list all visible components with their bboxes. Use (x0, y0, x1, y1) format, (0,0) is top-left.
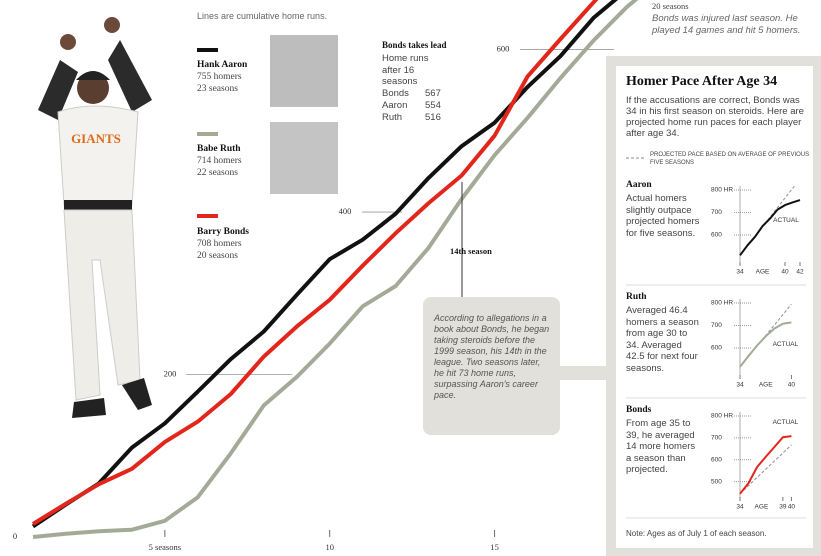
small-title: Ruth (626, 292, 647, 302)
x-tick-label: 34 (736, 504, 744, 511)
belt (64, 200, 132, 210)
arm (108, 40, 152, 112)
line-series (739, 435, 792, 495)
legend-name: Barry Bonds (197, 227, 249, 237)
y-tick-label: 600 (711, 457, 722, 464)
x-tick-label: 34 (736, 382, 744, 389)
injury-note: Bonds was injured last season. He played… (652, 13, 801, 36)
callout-box (423, 297, 560, 435)
hand (60, 34, 76, 50)
line-series (31, 0, 599, 526)
legend-name: Hank Aaron (197, 60, 248, 70)
y-tick-label: 0 (13, 531, 17, 541)
legend-detail: 20 seasons (197, 251, 238, 261)
series-label: ACTUAL (773, 341, 799, 348)
y-tick-label: 700 (711, 435, 722, 442)
subtitle: Lines are cumulative home runs. (197, 11, 328, 21)
legend-detail: 714 homers (197, 156, 242, 166)
y-tick-label: 600 (711, 232, 722, 239)
x-tick-label: 34 (736, 269, 744, 276)
legend-detail: 22 seasons (197, 168, 238, 178)
arm (38, 60, 78, 120)
row-name: Ruth (382, 112, 403, 123)
lead-subtitle: Home runs after 16 seasons (382, 53, 429, 87)
line-series (32, 0, 639, 539)
small-text: From age 35 to 39, he averaged 14 more h… (626, 418, 696, 475)
photo-aaron (270, 35, 338, 107)
hand (104, 17, 120, 33)
y-tick-label: 800 HR (711, 187, 733, 194)
x-axis-label: AGE (759, 382, 773, 389)
series-label: ACTUAL (773, 217, 799, 224)
x-tick-label: 39 (779, 504, 787, 511)
x-tick-label: 40 (788, 382, 796, 389)
photo-ruth (270, 122, 338, 194)
y-tick-label: 200 (164, 368, 177, 378)
x-tick-label: 15 (490, 542, 499, 552)
x-axis-label: AGE (755, 504, 769, 511)
shoe (122, 378, 152, 410)
panel-note: Note: Ages as of July 1 of each season. (626, 529, 767, 538)
x-tick-label: 40 (781, 269, 789, 276)
shoe (72, 398, 106, 418)
line-series (739, 199, 801, 256)
small-text: Actual homers slightly outpace projected… (626, 193, 700, 239)
lead-title: Bonds takes lead (382, 40, 447, 50)
y-tick-label: 700 (711, 322, 722, 329)
legend-detail: 708 homers (197, 239, 242, 249)
plot-area (739, 186, 801, 256)
line-series (739, 321, 792, 368)
jersey-text: GIANTS (71, 131, 121, 146)
row-name: Aaron (382, 100, 408, 111)
panel-title: Homer Pace After Age 34 (626, 74, 778, 89)
row-name: Bonds (382, 88, 409, 99)
series-label: ACTUAL (773, 419, 799, 426)
marker-label: 14th season (450, 246, 492, 256)
plot-area (739, 435, 792, 495)
panel-intro: If the accusations are correct, Bonds wa… (626, 95, 804, 139)
player-photo: GIANTS (38, 17, 152, 418)
x-tick-label: 10 (325, 542, 334, 552)
line-series (31, 0, 619, 529)
row-value: 567 (425, 88, 441, 99)
jersey (57, 105, 139, 206)
small-charts: 800 HR 700 600 34 40 42 AGE ACTUAL 800 HR 700 600 3… (711, 186, 804, 511)
row-value: 554 (425, 100, 441, 111)
legend-detail: 23 seasons (197, 84, 238, 94)
row-value: 516 (425, 112, 441, 123)
end-label: 20 seasons (652, 1, 689, 11)
x-tick-label: 42 (796, 269, 804, 276)
small-title: Bonds (626, 405, 652, 415)
y-tick-label: 600 (497, 44, 510, 54)
pants (63, 209, 141, 401)
y-tick-label: 700 (711, 209, 722, 216)
panel-legend: PROJECTED PACE BASED ON AVERAGE OF PREVI… (650, 152, 810, 166)
callout: According to allegations in a book about… (434, 313, 550, 400)
x-tick-label: 5 seasons (149, 542, 181, 552)
plot-area (739, 303, 792, 368)
line-series (739, 444, 792, 495)
y-tick-label: 600 (711, 345, 722, 352)
panel (616, 66, 813, 548)
y-tick-label: 400 (339, 206, 352, 216)
x-axis-label: AGE (756, 269, 770, 276)
cap (76, 71, 110, 80)
y-tick-label: 800 HR (711, 300, 733, 307)
x-tick-label: 40 (788, 504, 796, 511)
main-plot: 0 200 400 600 5 seasons 10 15 (13, 0, 639, 552)
small-title: Aaron (626, 180, 652, 190)
y-tick-label: 800 HR (711, 413, 733, 420)
legend-detail: 755 homers (197, 72, 242, 82)
legend-name: Babe Ruth (197, 144, 241, 154)
small-text: Averaged 46.4 homers a season from age 3… (626, 305, 699, 374)
y-tick-label: 500 (711, 478, 722, 485)
